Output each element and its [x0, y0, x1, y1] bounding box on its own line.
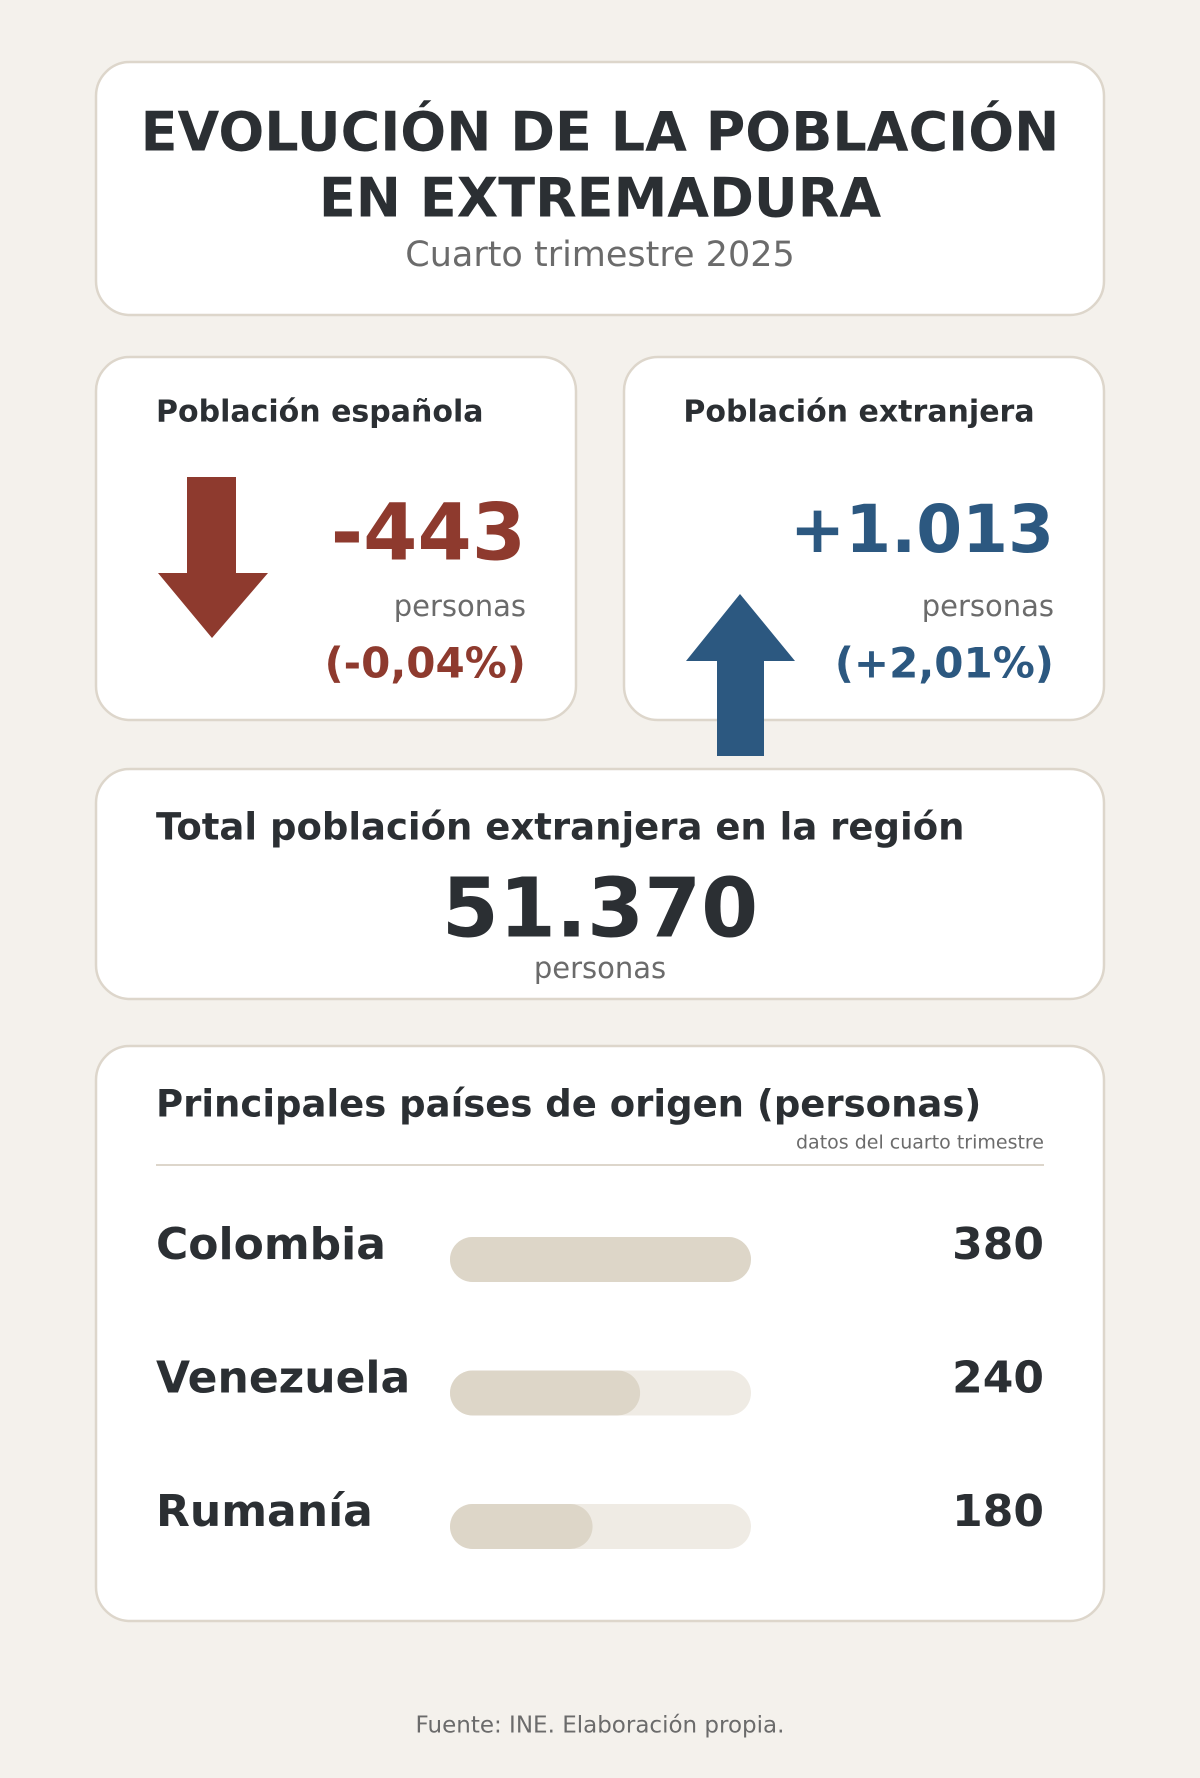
country-value: 380 — [952, 1219, 1044, 1270]
total-card — [94, 767, 1106, 1001]
down-arrow — [158, 477, 268, 638]
card-title: Población extranjera — [683, 395, 1034, 430]
country-rows: Colombia 380 Venezuela 240 Rumanía 180 — [156, 1219, 1044, 1549]
change-percent: (+2,01%) — [835, 639, 1054, 688]
country-value: 240 — [952, 1353, 1044, 1404]
unit: personas — [394, 589, 526, 623]
countries-card — [94, 1044, 1106, 1623]
change-percent: (-0,04%) — [324, 639, 526, 688]
note: datos del cuarto trimestre — [796, 1132, 1044, 1154]
unit: personas — [534, 951, 666, 985]
bar — [450, 1237, 751, 1282]
change-value: -443 — [331, 488, 526, 578]
footer: Fuente: INE. Elaboración propia. — [416, 1713, 785, 1739]
header-card — [94, 60, 1106, 317]
change-value: +1.013 — [790, 491, 1054, 568]
unit: personas — [922, 589, 1054, 623]
card-title: Principales países de origen (personas) — [156, 1083, 981, 1126]
card-title: Población española — [156, 395, 484, 430]
country-value: 180 — [952, 1486, 1044, 1537]
up-arrow — [686, 594, 795, 756]
title: EVOLUCIÓN DE LA POBLACIÓN — [141, 101, 1060, 164]
total-value: 51.370 — [442, 861, 758, 956]
country-name: Rumanía — [156, 1486, 373, 1537]
subtitle: Cuarto trimestre 2025 — [405, 235, 795, 275]
country-name: Venezuela — [156, 1353, 410, 1404]
card-title: Total población extranjera en la región — [156, 806, 964, 849]
bar — [450, 1504, 593, 1549]
bar — [450, 1370, 641, 1416]
country-name: Colombia — [156, 1219, 386, 1270]
title: EN EXTREMADURA — [319, 167, 881, 230]
